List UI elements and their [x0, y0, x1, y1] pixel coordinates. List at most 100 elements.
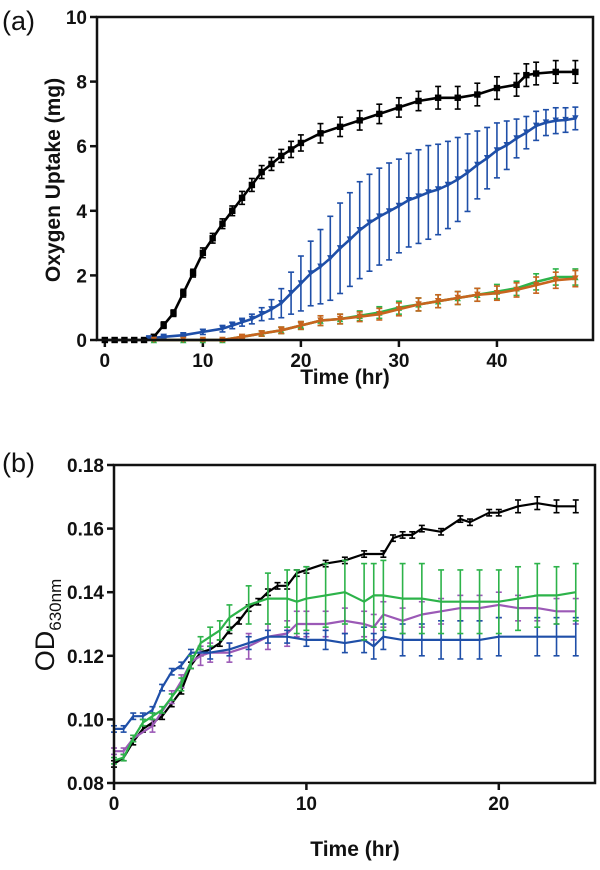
data-point	[454, 294, 461, 302]
data-point	[170, 309, 177, 317]
data-point	[199, 249, 207, 256]
series-a-4	[150, 269, 579, 344]
data-point	[297, 322, 305, 329]
x-tick-label-a: 10	[192, 351, 213, 372]
data-point	[180, 331, 187, 339]
x-tick-label-a: 30	[388, 351, 409, 372]
x-tick-label-a: 20	[290, 351, 311, 372]
data-point	[552, 68, 559, 76]
data-point	[464, 169, 471, 176]
data-point	[454, 176, 461, 183]
y-tick-label-b: 0.12	[67, 647, 104, 668]
series-a-1	[101, 59, 579, 344]
data-point	[297, 280, 305, 287]
y-axis-title-b: OD630nm	[30, 579, 65, 671]
data-point	[444, 181, 452, 189]
data-point	[248, 181, 256, 189]
data-point	[572, 115, 579, 122]
panel-a: (a) Time (hr) Oxygen Uptake (mg) 0 10 20 30…	[2, 6, 595, 389]
data-point	[513, 135, 520, 142]
data-point	[376, 213, 383, 220]
data-point	[434, 298, 442, 305]
y-axis-title-b-main: OD	[30, 631, 60, 672]
data-point	[278, 152, 285, 160]
data-point	[229, 207, 236, 214]
data-point	[562, 116, 569, 124]
data-point	[287, 146, 295, 153]
series-line	[114, 603, 576, 753]
data-point	[532, 70, 540, 77]
series-a-2	[145, 106, 579, 342]
data-point	[160, 333, 167, 340]
data-point	[278, 299, 285, 307]
data-point	[258, 168, 265, 176]
series-line	[148, 117, 576, 340]
data-point	[415, 301, 422, 308]
y-tick-label-a: 2	[76, 266, 87, 287]
data-point	[356, 313, 363, 320]
plot-frame-a	[95, 15, 595, 342]
data-point	[434, 94, 442, 101]
data-point	[542, 119, 550, 126]
panel-label-b: (b)	[2, 448, 35, 478]
data-point	[160, 321, 167, 329]
data-point	[189, 269, 197, 277]
data-point	[327, 255, 334, 262]
data-point	[336, 315, 344, 323]
data-point	[572, 275, 579, 282]
data-point	[336, 123, 344, 131]
data-point	[552, 277, 559, 284]
data-point	[356, 117, 363, 124]
data-point	[258, 310, 265, 318]
data-point	[474, 161, 481, 169]
data-point	[307, 270, 314, 277]
plot-frame-b	[112, 463, 597, 785]
data-point	[376, 110, 383, 118]
y-tick-label-b: 0.18	[67, 456, 104, 477]
data-point	[346, 236, 354, 243]
data-point	[238, 194, 246, 202]
data-point	[493, 84, 501, 92]
data-point	[405, 196, 412, 204]
data-point	[385, 208, 393, 215]
y-tick-label-b: 0.14	[67, 583, 104, 604]
series-b-4	[111, 559, 579, 765]
series-line	[153, 277, 576, 342]
y-axis-title-b-subscript: 630nm	[46, 579, 65, 631]
data-point	[199, 328, 207, 336]
data-point	[532, 281, 540, 289]
data-point	[523, 129, 530, 136]
data-point	[474, 91, 481, 98]
data-point	[356, 226, 363, 234]
x-axis-title-b: Time (hr)	[310, 838, 399, 861]
data-point	[268, 306, 275, 313]
data-point	[238, 333, 246, 340]
y-tick-label-a: 0	[76, 331, 87, 352]
x-axis-title-a: Time (hr)	[300, 366, 389, 389]
data-point	[268, 160, 275, 168]
data-point	[395, 306, 403, 313]
data-point	[572, 68, 579, 76]
data-point	[248, 315, 256, 323]
data-point	[278, 327, 285, 334]
data-point	[336, 245, 344, 252]
series-line	[113, 591, 576, 762]
x-tick-label-a: 0	[100, 351, 111, 372]
y-tick-label-b: 0.08	[67, 774, 104, 795]
data-point	[523, 71, 530, 79]
series-line	[113, 502, 576, 765]
panel-b: (b) Time (hr) OD630nm 0 10 20 0.08 0.10 0.12 0…	[2, 448, 597, 861]
x-tick-label-b: 0	[109, 794, 120, 815]
data-point	[229, 322, 236, 329]
y-tick-label-a: 4	[76, 202, 87, 223]
data-point	[513, 286, 520, 294]
y-tick-label-b: 0.10	[67, 710, 104, 731]
x-tick-label-b: 20	[488, 794, 509, 815]
data-point	[513, 81, 520, 89]
data-point	[415, 97, 422, 105]
y-tick-label-a: 6	[76, 137, 87, 158]
data-point	[376, 310, 383, 318]
y-axis-title-a: Oxygen Uptake (mg)	[42, 78, 65, 282]
data-point	[395, 104, 403, 111]
data-point	[415, 193, 422, 200]
